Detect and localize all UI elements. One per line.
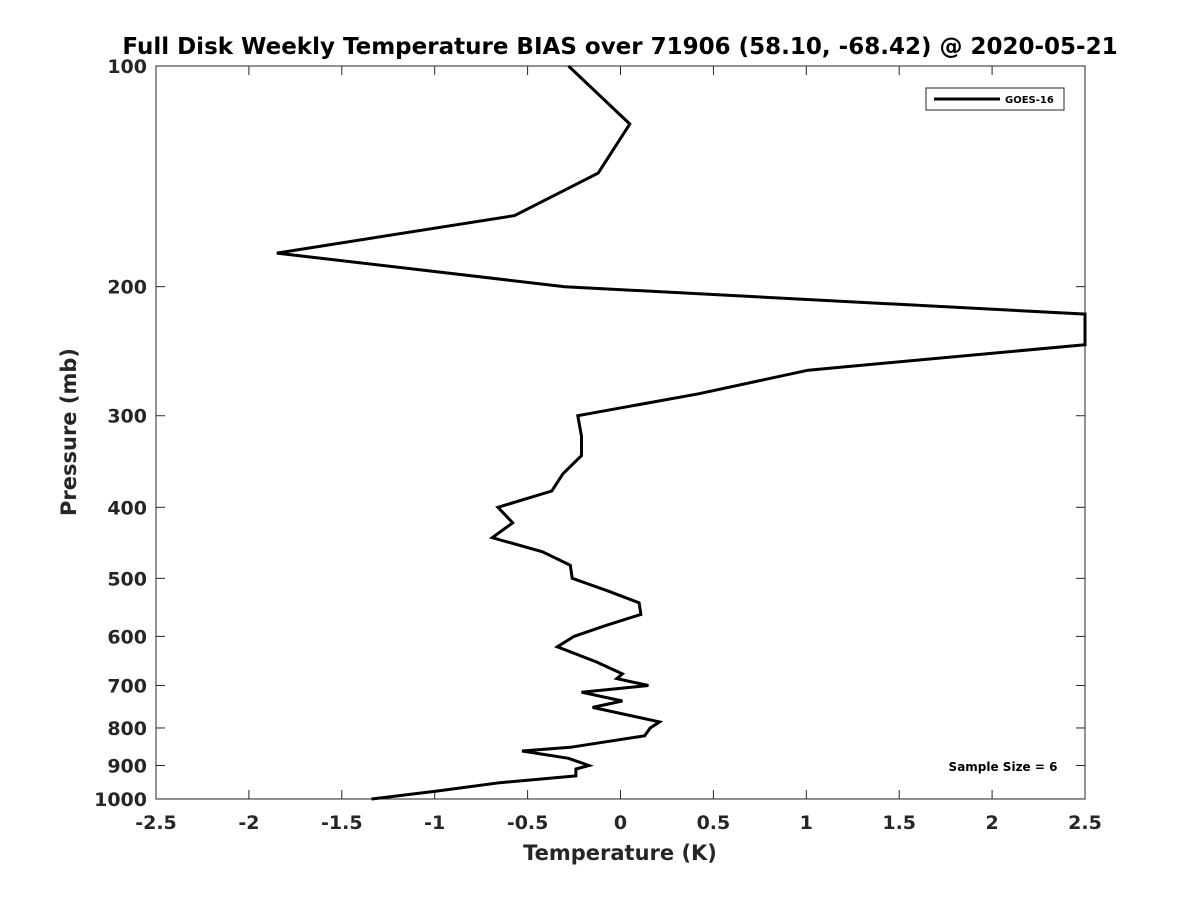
x-tick-label: 0.5: [697, 812, 731, 834]
y-tick-label: 1000: [94, 789, 147, 811]
chart-title: Full Disk Weekly Temperature BIAS over 7…: [122, 34, 1117, 60]
x-axis: -2.5 -2 -1.5 -1 -0.5 0 0.5 1 1.5 2 2.5: [135, 66, 1102, 834]
y-tick-label: 800: [107, 718, 147, 740]
y-tick-label: 300: [107, 406, 147, 428]
legend: GOES-16: [925, 87, 1065, 111]
y-tick-label: 400: [107, 497, 147, 519]
sample-size-annotation: Sample Size = 6: [949, 760, 1058, 774]
x-tick-label: 1: [800, 812, 813, 834]
x-tick-label: -0.5: [507, 812, 549, 834]
y-tick-label: 600: [107, 626, 147, 648]
x-tick-label: 2: [985, 812, 998, 834]
y-tick-label: 500: [107, 568, 147, 590]
series-line-goes16: [276, 64, 1087, 801]
y-axis: 100 200 300 400 500 600 700 800 900 1000: [94, 56, 1085, 811]
x-tick-label: 1.5: [882, 812, 916, 834]
y-tick-label: 200: [107, 277, 147, 299]
y-axis-label: Pressure (mb): [57, 348, 81, 516]
x-axis-label: Temperature (K): [523, 841, 717, 865]
y-tick-label: 900: [107, 755, 147, 777]
x-tick-label: -2.5: [135, 812, 177, 834]
x-tick-label: -1: [424, 812, 445, 834]
y-tick-label: 100: [107, 56, 147, 78]
x-tick-label: -2: [238, 812, 259, 834]
x-tick-label: 0: [614, 812, 627, 834]
y-tick-label: 700: [107, 675, 147, 697]
x-tick-label: 2.5: [1068, 812, 1102, 834]
x-tick-label: -1.5: [321, 812, 363, 834]
legend-label-goes16: GOES-16: [1005, 95, 1054, 106]
